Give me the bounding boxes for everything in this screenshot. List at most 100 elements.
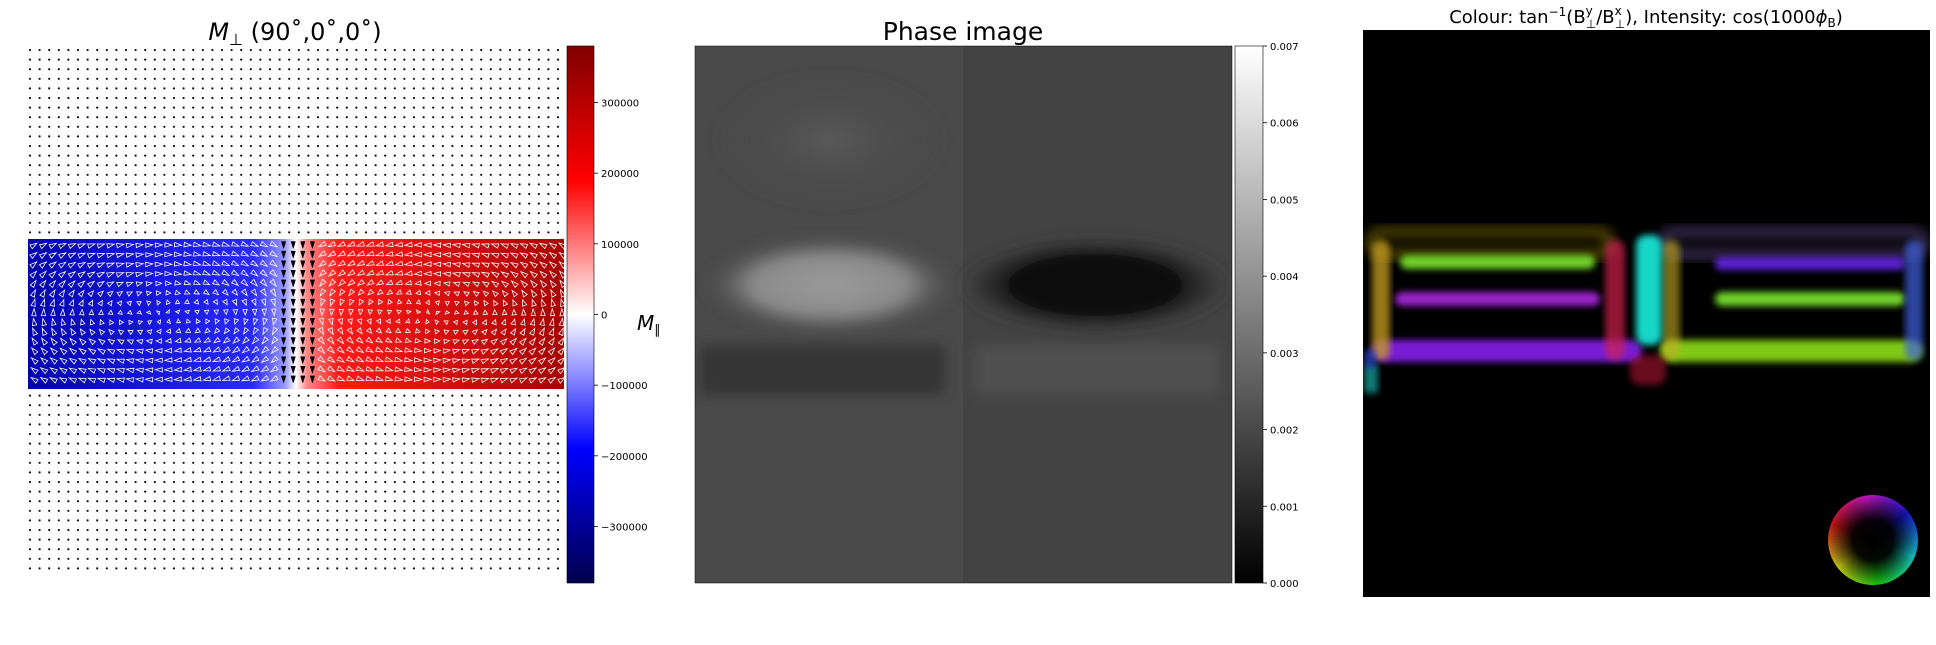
magnetization-arrow [327, 240, 337, 248]
field-dot [480, 423, 483, 426]
field-dot [268, 212, 272, 215]
magnetization-arrow [290, 318, 296, 327]
field-dot [115, 212, 118, 215]
field-dot [86, 96, 89, 100]
field-dot [86, 87, 89, 90]
field-dot [470, 461, 473, 464]
field-dot [57, 490, 60, 493]
field-dot [28, 567, 32, 570]
magnetization-arrow [404, 327, 412, 334]
field-dot [105, 394, 108, 397]
left-loop-inner-bottom [1395, 292, 1600, 306]
field-dot [192, 58, 195, 61]
field-dot [28, 77, 32, 80]
field-dot [393, 106, 396, 109]
magnetization-arrow [251, 346, 260, 354]
magnetization-arrow [87, 357, 97, 365]
magnetization-arrow [269, 365, 279, 373]
magnetization-arrow [97, 299, 103, 307]
field-dot [240, 394, 243, 397]
field-dot [76, 192, 80, 196]
field-dot [153, 212, 156, 215]
field-dot [220, 125, 224, 128]
magnetization-arrow [395, 289, 403, 295]
field-dot [489, 452, 492, 455]
field-dot [460, 87, 464, 90]
field-dot [163, 96, 166, 100]
field-dot [537, 125, 540, 128]
colorbar-tick-label: −200000 [601, 452, 648, 463]
field-dot [355, 538, 358, 541]
field-dot [441, 106, 444, 109]
magnetization-arrow [422, 270, 432, 277]
field-dot [134, 509, 137, 512]
field-dot [508, 490, 512, 493]
magnetization-arrow [271, 326, 279, 336]
magnetization-arrow [367, 288, 375, 296]
field-dot [144, 471, 147, 474]
field-dot [412, 192, 416, 196]
field-dot [489, 442, 492, 445]
field-dot [28, 183, 32, 186]
field-dot [297, 58, 300, 61]
magnetization-arrow [250, 375, 260, 382]
magnetization-arrow [510, 318, 516, 326]
field-dot [67, 413, 70, 416]
field-dot [163, 423, 166, 426]
field-dot [259, 192, 262, 196]
magnetization-arrow [442, 348, 452, 354]
field-dot [76, 135, 80, 138]
field-dot [518, 452, 521, 455]
field-dot [393, 173, 396, 176]
field-dot [489, 173, 492, 176]
magnetization-arrow [510, 280, 519, 289]
field-dot [451, 500, 454, 503]
field-dot [201, 58, 204, 61]
field-dot [384, 96, 387, 100]
field-dot [201, 106, 204, 109]
field-dot [537, 413, 540, 416]
field-dot [163, 125, 166, 128]
magnetization-arrow [231, 355, 241, 363]
field-dot [336, 394, 339, 397]
magnetization-arrow [174, 299, 181, 305]
field-dot [115, 452, 118, 455]
magnetization-arrow [184, 309, 191, 315]
field-dot [240, 192, 243, 196]
field-dot [105, 471, 108, 474]
field-dot [422, 202, 425, 205]
field-dot [67, 538, 70, 541]
field-dot [451, 557, 454, 560]
magnetization-arrow [231, 241, 241, 247]
field-dot [441, 202, 444, 205]
magnetization-arrow [415, 299, 422, 305]
magnetization-arrow [290, 346, 296, 355]
field-dot [508, 548, 512, 551]
field-dot [192, 557, 195, 560]
field-dot [508, 557, 512, 560]
magnetization-arrow [509, 377, 519, 384]
magnetization-arrow [481, 328, 488, 336]
field-dot [76, 87, 80, 90]
field-dot [211, 116, 214, 119]
field-dot [48, 48, 51, 52]
field-dot [441, 404, 444, 407]
magnetization-arrow [540, 307, 546, 317]
field-dot [297, 106, 300, 109]
field-dot [345, 164, 348, 167]
field-dot [518, 500, 521, 503]
magnetization-arrow [29, 251, 38, 260]
field-dot [537, 509, 540, 512]
field-dot [38, 48, 41, 52]
field-dot [403, 557, 406, 560]
field-dot [432, 548, 435, 551]
field-dot [528, 212, 531, 215]
field-dot [307, 106, 310, 109]
field-dot [163, 135, 166, 138]
magnetization-arrow [135, 252, 145, 258]
field-dot [153, 192, 156, 196]
field-dot [297, 413, 300, 416]
magnetization-arrow [490, 262, 500, 269]
field-dot [336, 192, 339, 196]
